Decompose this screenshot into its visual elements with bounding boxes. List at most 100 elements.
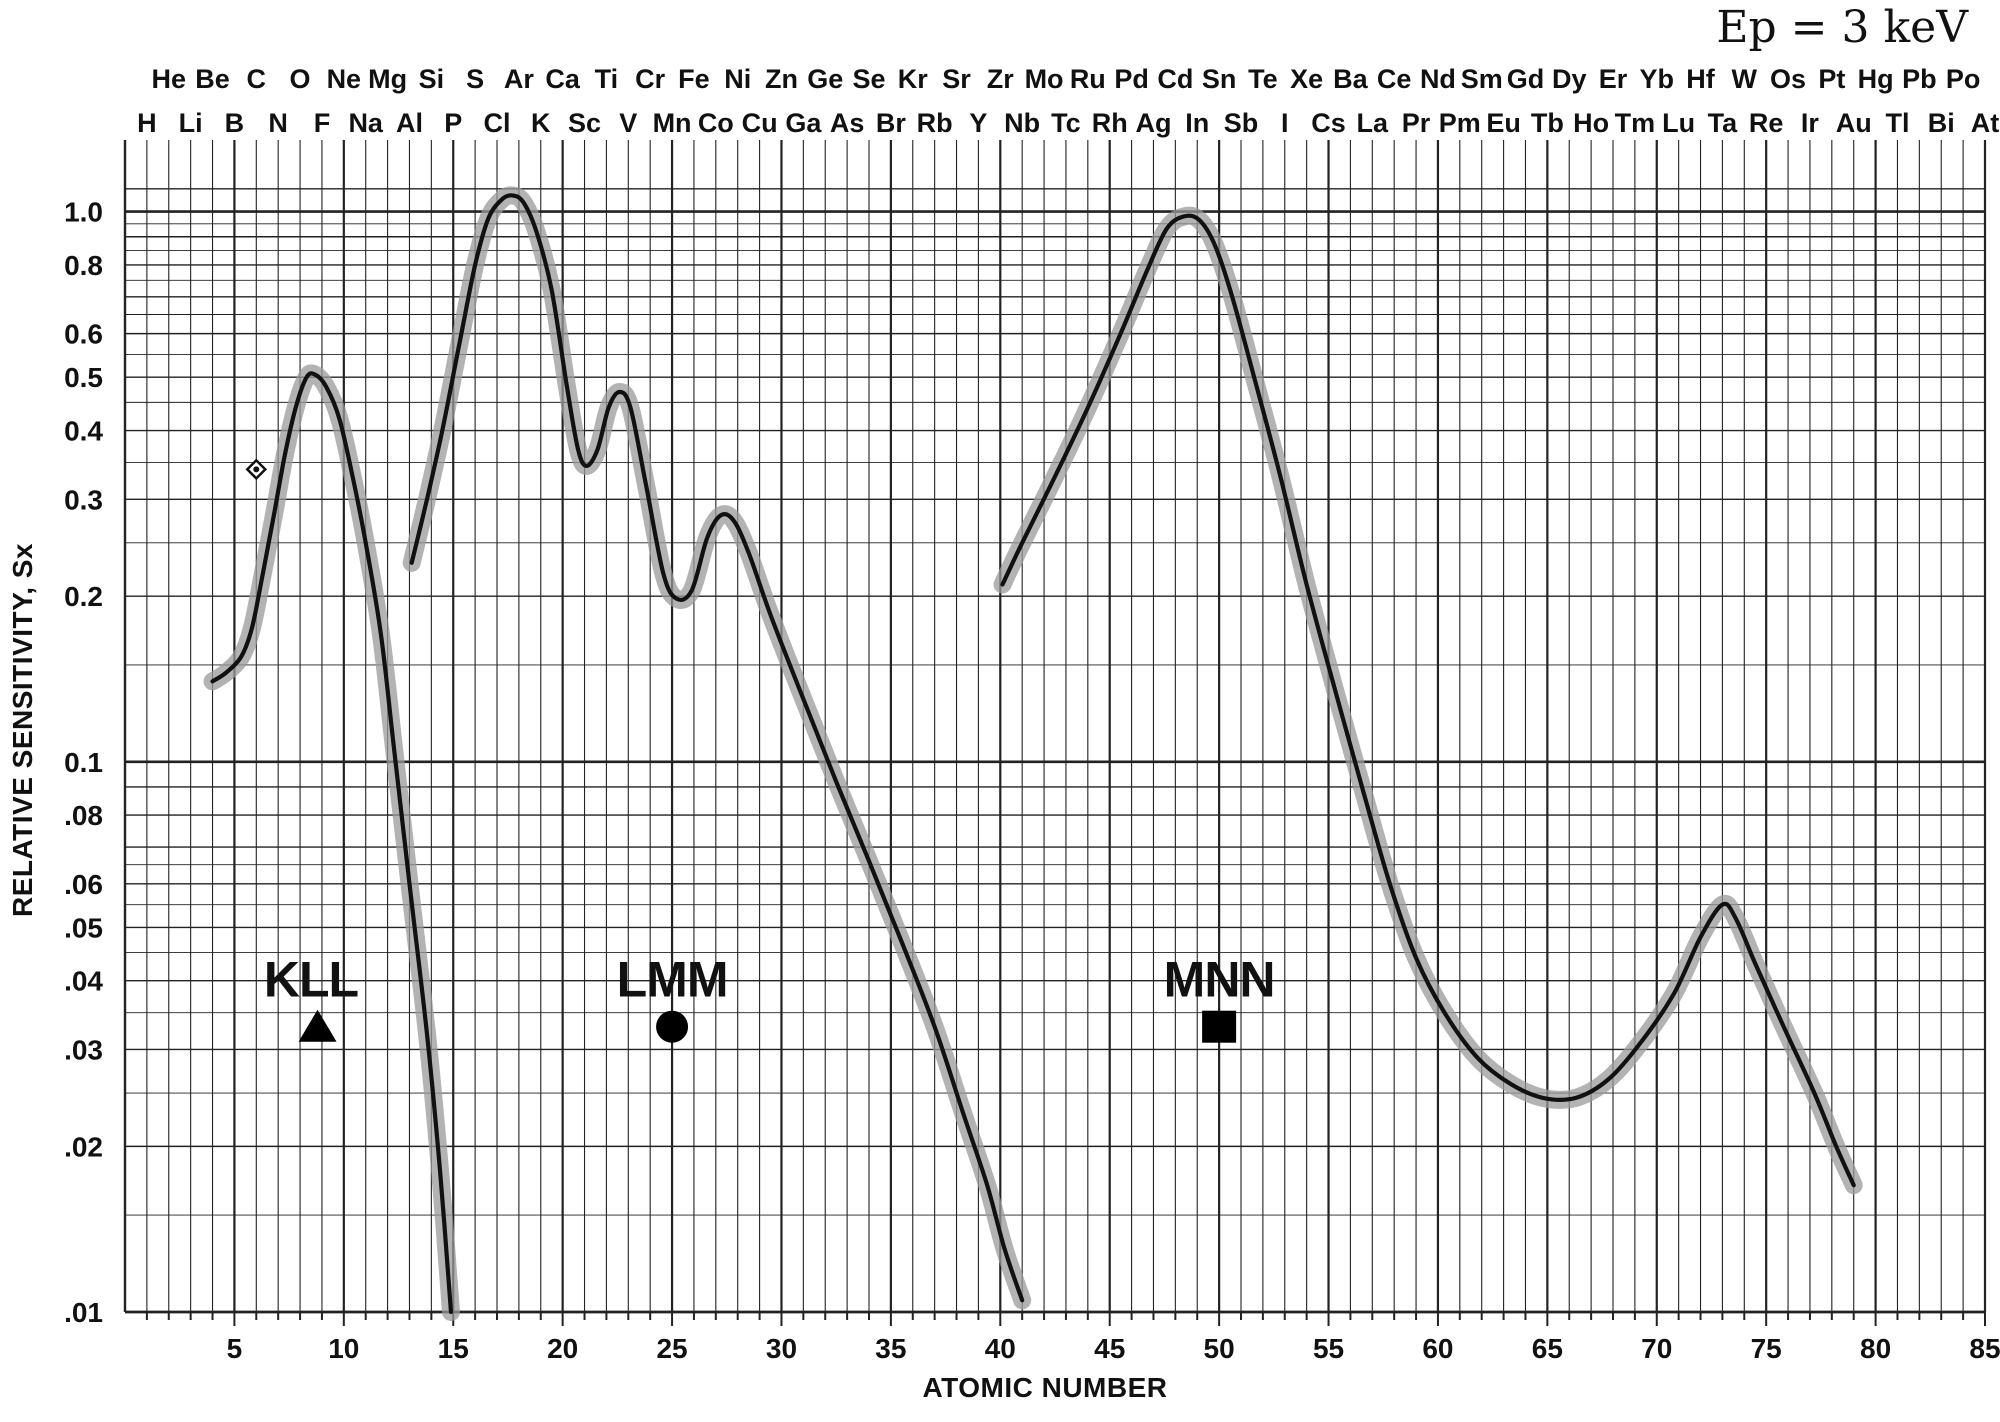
element-label-ge: Ge — [807, 64, 843, 94]
element-label-ba: Ba — [1333, 64, 1368, 94]
element-label-c: C — [247, 64, 267, 94]
x-tick-label: 85 — [1969, 1333, 2000, 1364]
x-tick-label: 40 — [985, 1333, 1016, 1364]
element-labels: He Be C O Ne Mg Si S Ar Ca Ti Cr Fe Ni Zn Ge Se Kr Sr Zr Mo R… — [137, 64, 1999, 138]
element-label-ca: Ca — [545, 64, 580, 94]
element-label-sr: Sr — [942, 64, 971, 94]
x-tick-label: 50 — [1204, 1333, 1235, 1364]
element-label-cu: Cu — [742, 108, 778, 138]
element-label-mn: Mn — [653, 108, 692, 138]
element-label-au: Au — [1836, 108, 1872, 138]
element-label-ho: Ho — [1573, 108, 1609, 138]
y-tick-label: .06 — [64, 869, 103, 900]
y-axis-title: RELATIVE SENSITIVITY, Sx — [7, 543, 38, 917]
element-label-dy: Dy — [1552, 64, 1587, 94]
element-label-nb: Nb — [1004, 108, 1040, 138]
series-label-lmm: LMM — [617, 952, 728, 1008]
element-label-k: K — [531, 108, 551, 138]
y-tick-label: .01 — [64, 1297, 103, 1328]
element-label-nd: Nd — [1420, 64, 1456, 94]
element-label-as: As — [830, 108, 865, 138]
element-label-sm: Sm — [1461, 64, 1503, 94]
element-label-pd: Pd — [1114, 64, 1149, 94]
element-label-cr: Cr — [635, 64, 665, 94]
element-label-eu: Eu — [1486, 108, 1521, 138]
x-tick-label: 30 — [766, 1333, 797, 1364]
element-label-sn: Sn — [1202, 64, 1237, 94]
element-label-h: H — [137, 108, 157, 138]
element-label-in: In — [1185, 108, 1209, 138]
element-label-fe: Fe — [678, 64, 710, 94]
element-label-co: Co — [698, 108, 734, 138]
element-label-la: La — [1357, 108, 1389, 138]
element-label-y: Y — [969, 108, 987, 138]
uncertainty-bands — [203, 186, 1863, 1321]
x-tick-label: 15 — [438, 1333, 469, 1364]
element-label-hg: Hg — [1858, 64, 1894, 94]
element-label-zn: Zn — [765, 64, 798, 94]
element-label-rh: Rh — [1092, 108, 1128, 138]
series-lines — [210, 193, 1856, 1315]
element-label-bi: Bi — [1928, 108, 1955, 138]
element-label-tm: Tm — [1615, 108, 1656, 138]
x-tick-label: 80 — [1860, 1333, 1891, 1364]
element-label-i: I — [1281, 108, 1289, 138]
element-label-gd: Gd — [1507, 64, 1545, 94]
y-tick-label: 0.2 — [64, 581, 103, 612]
element-label-lu: Lu — [1662, 108, 1695, 138]
axis-tick-labels: 5 10 15 20 25 30 35 40 45 50 55 60 65 70 75 80 85 1.0 0.8 0… — [64, 197, 2000, 1364]
element-label-al: Al — [396, 108, 423, 138]
series-label-kll: KLL — [264, 952, 358, 1008]
element-label-os: Os — [1770, 64, 1806, 94]
series-markers: KLL LMM MNN — [245, 458, 1276, 1043]
series-marker-lmm — [656, 1010, 689, 1043]
x-axis-title: ATOMIC NUMBER — [922, 1372, 1167, 1403]
element-label-n: N — [268, 108, 288, 138]
x-tick-label: 10 — [328, 1333, 359, 1364]
element-label-ne: Ne — [327, 64, 362, 94]
element-label-he: He — [152, 64, 187, 94]
element-label-ag: Ag — [1135, 108, 1171, 138]
series-marker-kll — [298, 1009, 337, 1042]
y-tick-label: .08 — [64, 800, 103, 831]
y-tick-label: 0.5 — [64, 362, 103, 393]
x-tick-label: 25 — [656, 1333, 687, 1364]
element-label-br: Br — [876, 108, 906, 138]
x-tick-label: 55 — [1313, 1333, 1344, 1364]
x-tick-label: 20 — [547, 1333, 578, 1364]
series-band-lmm — [402, 186, 1032, 1310]
element-label-tc: Tc — [1051, 108, 1081, 138]
element-label-ru: Ru — [1070, 64, 1106, 94]
element-label-ir: Ir — [1801, 108, 1820, 138]
element-label-b: B — [225, 108, 245, 138]
element-label-p: P — [444, 108, 462, 138]
element-label-tl: Tl — [1885, 108, 1909, 138]
y-tick-label: 1.0 — [64, 197, 103, 228]
energy-label: Ep = 3 keV — [1716, 2, 1969, 53]
y-tick-label: 0.4 — [64, 416, 103, 447]
element-label-mg: Mg — [368, 64, 407, 94]
y-tick-label: .04 — [64, 966, 103, 997]
y-tick-label: 0.6 — [64, 319, 103, 350]
x-tick-label: 45 — [1094, 1333, 1125, 1364]
element-label-na: Na — [348, 108, 383, 138]
series-band-mnn — [993, 206, 1863, 1195]
element-label-s: S — [466, 64, 484, 94]
y-tick-label: 0.3 — [64, 484, 103, 515]
y-tick-label: 0.8 — [64, 250, 103, 281]
y-tick-label: .03 — [64, 1034, 103, 1065]
element-label-ta: Ta — [1708, 108, 1738, 138]
element-label-f: F — [314, 108, 331, 138]
element-label-se: Se — [852, 64, 885, 94]
element-label-mo: Mo — [1025, 64, 1064, 94]
element-label-po: Po — [1946, 64, 1981, 94]
diamond-data-point-center — [253, 466, 260, 473]
element-label-hf: Hf — [1686, 64, 1715, 94]
element-label-pr: Pr — [1402, 108, 1431, 138]
element-label-kr: Kr — [898, 64, 928, 94]
element-label-er: Er — [1599, 64, 1628, 94]
element-label-ga: Ga — [785, 108, 822, 138]
element-label-yb: Yb — [1640, 64, 1675, 94]
element-label-pb: Pb — [1902, 64, 1937, 94]
y-tick-label: .02 — [64, 1131, 103, 1162]
